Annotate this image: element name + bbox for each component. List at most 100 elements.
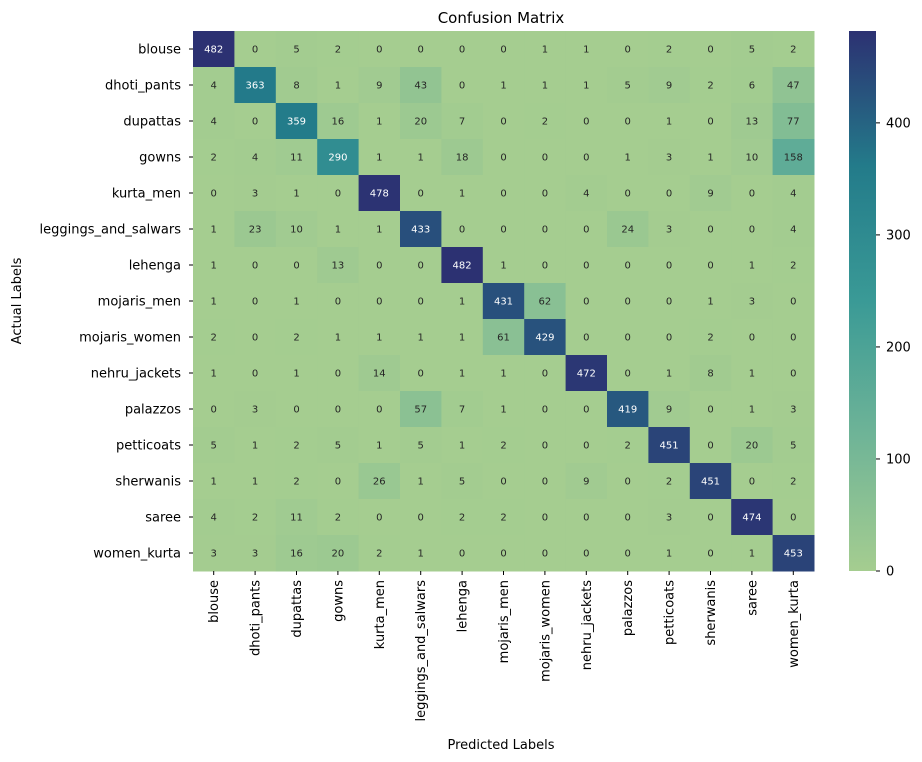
x-tick-label: women_kurta bbox=[787, 580, 802, 668]
heatmap-cell bbox=[689, 319, 732, 356]
heatmap-cell bbox=[524, 319, 567, 356]
heatmap-cell bbox=[234, 31, 277, 68]
heatmap-cell bbox=[234, 355, 277, 392]
cell-value-label: 0 bbox=[211, 189, 217, 200]
cell-value-label: 4 bbox=[211, 117, 217, 128]
cell-value-label: 0 bbox=[459, 225, 465, 236]
heatmap-cell bbox=[607, 535, 649, 572]
heatmap-cell bbox=[234, 319, 277, 356]
heatmap-cell bbox=[358, 211, 401, 248]
cell-value-label: 47 bbox=[787, 81, 800, 92]
heatmap-cell bbox=[441, 535, 484, 572]
cell-value-label: 0 bbox=[252, 297, 258, 308]
cell-value-label: 5 bbox=[625, 81, 631, 92]
cell-value-label: 1 bbox=[666, 117, 672, 128]
x-tick-label: dhoti_pants bbox=[249, 580, 264, 656]
cell-value-label: 1 bbox=[335, 81, 341, 92]
heatmap-cell bbox=[772, 535, 815, 572]
cell-value-label: 0 bbox=[707, 441, 713, 452]
cell-value-label: 3 bbox=[252, 189, 258, 200]
heatmap-cell bbox=[772, 211, 815, 248]
cell-value-label: 1 bbox=[293, 297, 299, 308]
cell-value-label: 0 bbox=[625, 477, 631, 488]
heatmap-cell bbox=[648, 391, 691, 428]
cell-value-label: 0 bbox=[542, 549, 548, 560]
cell-value-label: 0 bbox=[542, 477, 548, 488]
heatmap-cell bbox=[400, 319, 442, 356]
heatmap-cell bbox=[565, 211, 608, 248]
cell-value-label: 453 bbox=[784, 549, 803, 560]
cell-value-label: 23 bbox=[249, 225, 262, 236]
heatmap-cell bbox=[772, 139, 815, 176]
heatmap-cell bbox=[400, 103, 442, 140]
cell-value-label: 1 bbox=[376, 333, 382, 344]
cell-value-label: 0 bbox=[542, 153, 548, 164]
heatmap-cell bbox=[607, 463, 649, 500]
heatmap-cell bbox=[358, 535, 401, 572]
cell-value-label: 482 bbox=[204, 45, 223, 56]
heatmap-cell bbox=[193, 67, 235, 104]
heatmap-cell bbox=[648, 103, 691, 140]
heatmap-cell bbox=[772, 319, 815, 356]
heatmap-cell bbox=[772, 463, 815, 500]
heatmap-cell bbox=[193, 463, 235, 500]
cell-value-label: 0 bbox=[749, 225, 755, 236]
cell-value-label: 0 bbox=[625, 513, 631, 524]
cell-value-label: 0 bbox=[749, 189, 755, 200]
cell-value-label: 1 bbox=[293, 369, 299, 380]
heatmap-cell bbox=[275, 67, 318, 104]
heatmap-cell bbox=[524, 211, 567, 248]
heatmap-cell bbox=[607, 355, 649, 392]
heatmap-cell bbox=[193, 391, 235, 428]
cell-value-label: 0 bbox=[211, 405, 217, 416]
x-tick-label: gowns bbox=[331, 580, 346, 622]
y-tick-label: kurta_men bbox=[112, 187, 181, 202]
cell-value-label: 2 bbox=[707, 81, 713, 92]
heatmap-cell bbox=[441, 31, 484, 68]
cell-value-label: 0 bbox=[418, 261, 424, 272]
y-tick-label: gowns bbox=[139, 151, 181, 166]
cell-value-label: 433 bbox=[411, 225, 430, 236]
cell-value-label: 2 bbox=[211, 333, 217, 344]
heatmap-cell bbox=[565, 535, 608, 572]
heatmap-cell bbox=[689, 499, 732, 536]
cell-value-label: 8 bbox=[707, 369, 713, 380]
heatmap-cell bbox=[689, 427, 732, 464]
colorbar-tick-label: 300 bbox=[886, 228, 911, 243]
cell-value-label: 1 bbox=[418, 153, 424, 164]
cell-value-label: 1 bbox=[459, 333, 465, 344]
heatmap-cell bbox=[689, 283, 732, 320]
cell-value-label: 1 bbox=[335, 225, 341, 236]
cell-value-label: 5 bbox=[418, 441, 424, 452]
heatmap-cell bbox=[358, 283, 401, 320]
cell-value-label: 77 bbox=[787, 117, 800, 128]
heatmap-cell bbox=[607, 103, 649, 140]
cell-value-label: 0 bbox=[376, 297, 382, 308]
y-tick-label: women_kurta bbox=[93, 547, 181, 562]
heatmap-cell bbox=[648, 139, 691, 176]
heatmap-cell bbox=[524, 499, 567, 536]
heatmap-cell bbox=[317, 139, 360, 176]
cell-value-label: 158 bbox=[784, 153, 803, 164]
cell-value-label: 3 bbox=[666, 225, 672, 236]
heatmap-cell bbox=[234, 535, 277, 572]
heatmap-cell bbox=[358, 175, 401, 212]
cell-value-label: 4 bbox=[790, 225, 796, 236]
cell-value-label: 0 bbox=[542, 369, 548, 380]
cell-value-label: 1 bbox=[418, 477, 424, 488]
heatmap-cell bbox=[193, 247, 235, 284]
cell-value-label: 0 bbox=[335, 297, 341, 308]
cell-value-label: 5 bbox=[459, 477, 465, 488]
cell-value-label: 1 bbox=[749, 369, 755, 380]
heatmap-cell bbox=[234, 211, 277, 248]
cell-value-label: 0 bbox=[376, 261, 382, 272]
cell-value-label: 0 bbox=[707, 117, 713, 128]
cell-value-label: 11 bbox=[290, 513, 303, 524]
heatmap-cell bbox=[731, 139, 774, 176]
y-tick-label: mojaris_women bbox=[79, 331, 181, 346]
heatmap-cell bbox=[689, 139, 732, 176]
heatmap-cell bbox=[482, 67, 525, 104]
heatmap-cell bbox=[193, 283, 235, 320]
heatmap-cell bbox=[234, 463, 277, 500]
heatmap-cell bbox=[317, 211, 360, 248]
